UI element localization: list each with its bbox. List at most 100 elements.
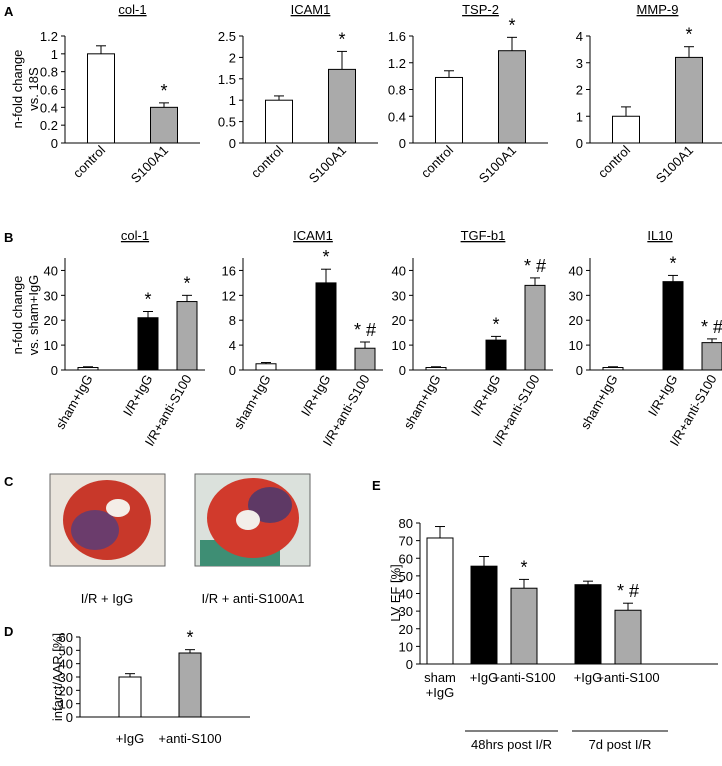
y-tick-label: 0 [51, 136, 58, 151]
x-tick-label: control [595, 142, 633, 180]
y-tick-label: 0 [576, 363, 583, 378]
y-axis-label: n-fold change [10, 50, 25, 129]
y-tick-label: 16 [222, 263, 236, 278]
bar [176, 301, 198, 371]
significance-marker: * [322, 247, 329, 267]
y-tick-label: 1.5 [218, 72, 236, 87]
panel-label: A [4, 4, 14, 19]
x-tick-label: S100A1 [128, 143, 171, 186]
y-tick-label: 0.4 [40, 100, 58, 115]
chart-title: IL10 [647, 228, 672, 243]
x-tick-label-box: +IgG [573, 670, 603, 685]
chart-title: col-1 [121, 228, 149, 243]
x-tick-label: control [418, 142, 456, 180]
y-tick-label: 0 [229, 363, 236, 378]
significance-marker: * # [617, 581, 639, 601]
y-axis-label: vs. 18S [26, 67, 41, 111]
heart-image [49, 473, 166, 567]
y-tick-label: 30 [59, 670, 73, 685]
bar [574, 584, 602, 665]
significance-marker: * # [701, 317, 722, 337]
y-tick-label: 40 [392, 263, 406, 278]
y-tick-label: 0.8 [388, 83, 406, 98]
x-tick-label: S100A1 [653, 143, 696, 186]
panel-label: B [4, 230, 13, 245]
y-tick-label: 50 [59, 643, 73, 658]
x-tick-label: sham+IgG [400, 372, 443, 432]
y-tick-label: 2.5 [218, 29, 236, 44]
y-tick-label: 30 [44, 288, 58, 303]
y-tick-label: 10 [59, 697, 73, 712]
x-tick-label: +IgG [573, 670, 603, 685]
x-tick-label: +IgG [116, 731, 145, 746]
image-caption: I/R + IgG [81, 591, 133, 606]
bar [498, 50, 526, 144]
x-tick-label: control [70, 142, 108, 180]
y-tick-label: 10 [44, 338, 58, 353]
y-tick-label: 60 [399, 551, 413, 566]
y-tick-label: 10 [399, 639, 413, 654]
y-tick-label: 50 [399, 569, 413, 584]
chart-title: ICAM1 [293, 228, 333, 243]
heart-image [194, 473, 311, 567]
y-tick-label: 70 [399, 534, 413, 549]
x-tick-label: I/R+IgG [468, 372, 504, 419]
significance-marker: * [669, 253, 676, 273]
y-axis-label: LV EF [%] [388, 564, 403, 622]
significance-marker: * [520, 557, 527, 577]
bar [328, 68, 356, 144]
y-tick-label: 10 [392, 338, 406, 353]
y-tick-label: 0.4 [388, 109, 406, 124]
x-tick-label: S100A1 [476, 143, 519, 186]
bar [87, 53, 115, 144]
x-tick-label: +anti-S100 [596, 670, 660, 685]
y-tick-label: 40 [399, 587, 413, 602]
y-tick-label: 2 [229, 50, 236, 65]
y-tick-label: 1 [51, 47, 58, 62]
y-tick-label: 30 [569, 288, 583, 303]
y-tick-label: 40 [569, 263, 583, 278]
panel-label: C [4, 474, 14, 489]
y-tick-label: 2 [576, 83, 583, 98]
x-tick-label: sham +IgG [424, 670, 456, 700]
significance-marker: * [685, 25, 692, 45]
y-tick-label: 0 [576, 136, 583, 151]
bar [425, 367, 447, 371]
x-tick-label: control [248, 142, 286, 180]
x-tick-label: sham+IgG [52, 372, 95, 432]
y-tick-label: 30 [392, 288, 406, 303]
y-tick-label: 12 [222, 288, 236, 303]
x-tick-label: +anti-S100 [492, 670, 556, 685]
chart-title: TSP-2 [462, 2, 499, 17]
y-tick-label: 0 [66, 710, 73, 725]
y-tick-label: 0.8 [40, 65, 58, 80]
x-tick-label: +anti-S100 [158, 731, 221, 746]
y-tick-label: 0.5 [218, 115, 236, 130]
bar [470, 565, 498, 665]
y-tick-label: 30 [399, 604, 413, 619]
x-tick-label: I/R+IgG [645, 372, 681, 419]
bar [178, 652, 202, 718]
significance-marker: * [160, 81, 167, 101]
y-tick-label: 10 [569, 338, 583, 353]
significance-marker: * [492, 314, 499, 334]
y-tick-label: 0.2 [40, 118, 58, 133]
bar [150, 106, 178, 144]
y-tick-label: 0 [399, 136, 406, 151]
y-tick-label: 0 [51, 363, 58, 378]
bar [612, 115, 640, 144]
y-tick-label: 4 [229, 338, 236, 353]
x-tick-label: +IgG [469, 670, 499, 685]
y-tick-label: 1.6 [388, 29, 406, 44]
x-tick-label-box: sham +IgG [424, 670, 456, 700]
y-tick-label: 3 [576, 56, 583, 71]
significance-marker: * # [524, 256, 546, 276]
bar [137, 317, 159, 371]
y-tick-label: 20 [59, 683, 73, 698]
panel-label: E [372, 478, 381, 493]
y-tick-label: 20 [44, 313, 58, 328]
y-tick-label: 1.2 [40, 29, 58, 44]
y-tick-label: 1.2 [388, 56, 406, 71]
bar [701, 342, 722, 371]
